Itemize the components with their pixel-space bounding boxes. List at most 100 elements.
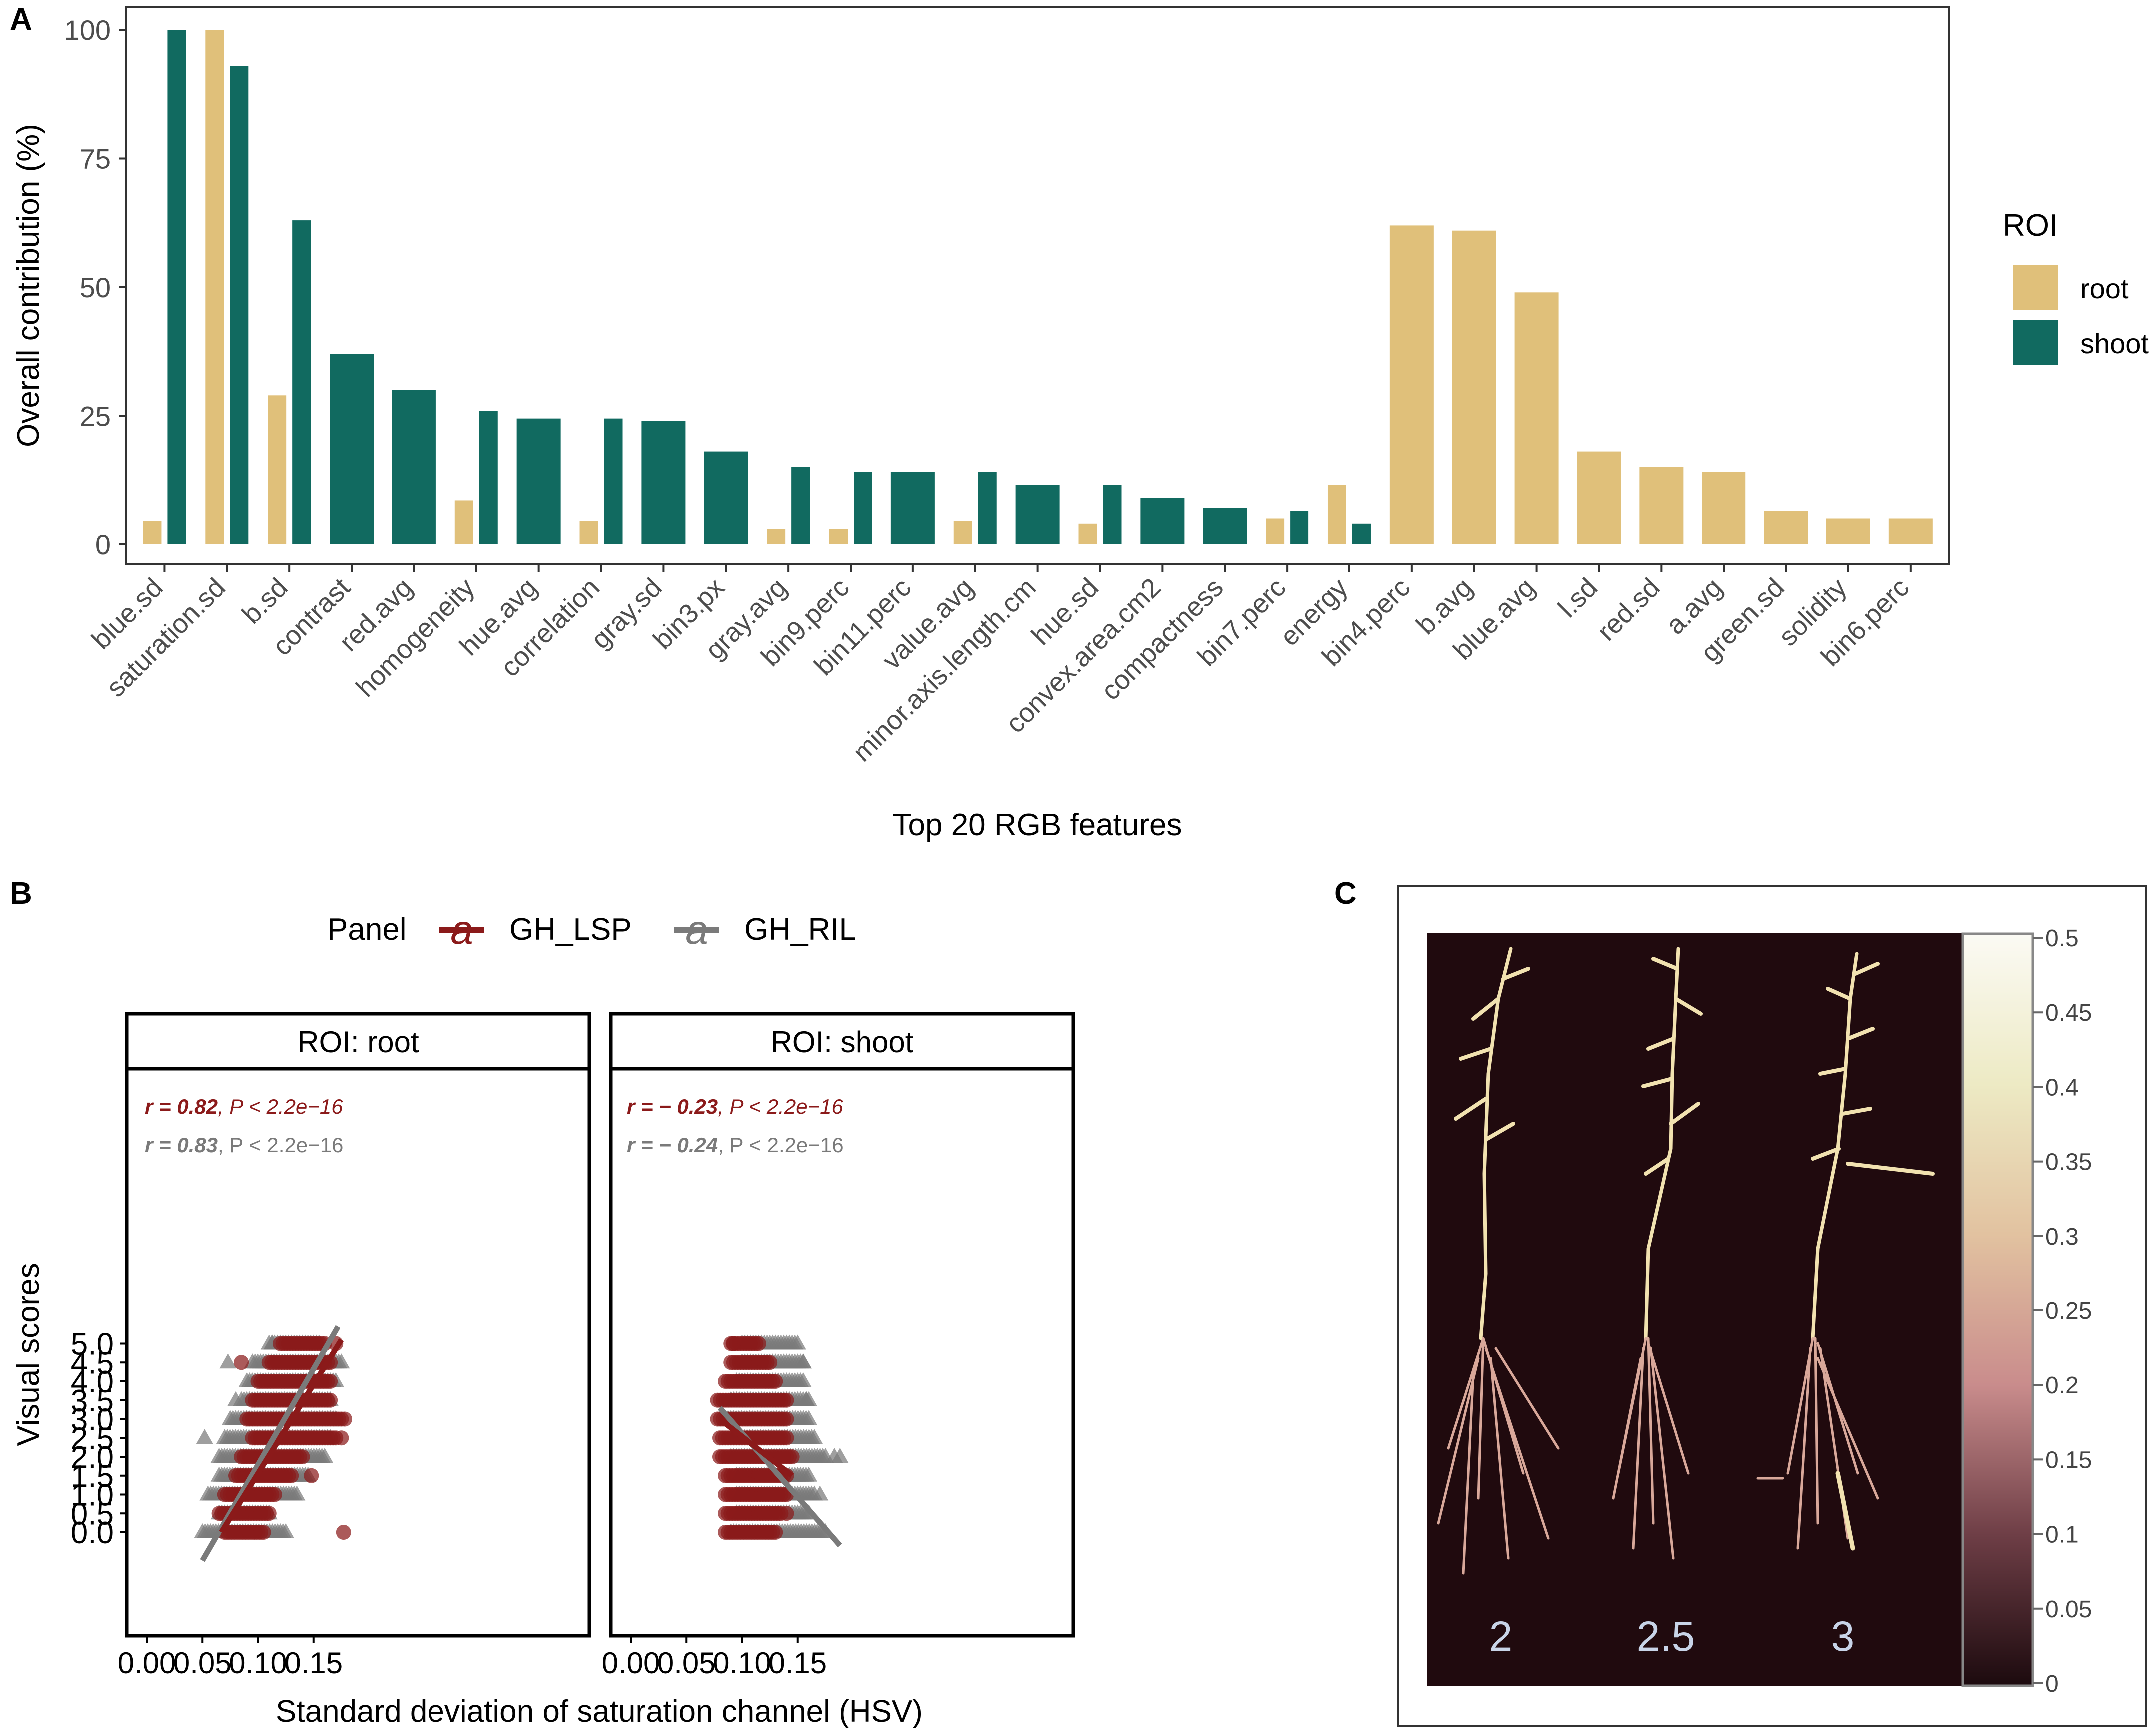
outlier-point <box>334 1430 349 1446</box>
colorbar-tick-label: 0.25 <box>2045 1298 2092 1324</box>
bar-root-red.sd <box>1639 467 1684 544</box>
point-gh-lsp <box>762 1355 778 1370</box>
outlier-point <box>234 1355 249 1370</box>
panel-b-y-axis-title: Visual scores <box>11 1263 46 1446</box>
facet-root-strip-label: ROI: root <box>297 1025 419 1059</box>
bar-shoot-gray.sd <box>641 421 686 544</box>
bar-shoot-energy <box>1352 523 1371 544</box>
bar-shoot-red.avg <box>392 390 436 544</box>
point-gh-lsp <box>779 1430 794 1446</box>
y-tick-label: 25 <box>80 401 111 432</box>
point-gh-lsp <box>256 1525 271 1540</box>
plant-2-5 <box>1612 947 1703 1560</box>
colorbar <box>1961 932 2034 1687</box>
point-gh-lsp <box>751 1336 766 1351</box>
legend-title-panel: Panel <box>327 912 407 947</box>
colorbar-tick-label: 0.05 <box>2045 1596 2092 1623</box>
point-gh-lsp <box>323 1374 338 1389</box>
annotation-r-value: r = 0.82 <box>145 1095 218 1118</box>
bar-shoot-bin3.px <box>704 451 748 544</box>
panel-b-x-axes: 0.000.050.100.15 0.000.050.100.15 <box>118 1636 827 1680</box>
legend-label-gh-ril: GH_RIL <box>744 912 856 947</box>
point-gh-ril <box>800 1466 817 1482</box>
facet-shoot-points <box>710 1334 849 1540</box>
bar-root-solidity <box>1826 518 1870 544</box>
bar-shoot-hue.sd <box>1103 485 1122 544</box>
colorbar-tick-label: 0 <box>2045 1671 2059 1697</box>
colorbar-tick-label: 0.2 <box>2045 1372 2079 1399</box>
annotation-r-value: r = 0.83 <box>145 1133 218 1157</box>
point-gh-ril <box>277 1523 295 1538</box>
panel-b-y-axis: 0.00.51.01.52.02.53.03.54.04.55.0 <box>71 1327 127 1550</box>
point-gh-lsp <box>267 1487 282 1502</box>
y-tick-label: 0.5 <box>71 1497 114 1531</box>
legend-key-gh-ril-glyph: a <box>685 907 708 953</box>
bar-shoot-saturation.sd <box>230 66 249 545</box>
point-gh-lsp <box>295 1449 310 1464</box>
bar-root-energy <box>1327 485 1346 544</box>
panel-a-legend: ROI root shoot <box>2003 208 2149 365</box>
bar-root-homogeneity <box>454 500 473 544</box>
bar-root-hue.sd <box>1078 523 1097 544</box>
bar-root-value.avg <box>953 521 972 544</box>
outlier-point <box>219 1353 237 1369</box>
legend-label-shoot: shoot <box>2080 328 2149 359</box>
colorbar-tick-label: 0.3 <box>2045 1224 2079 1250</box>
bar-root-b.avg <box>1452 230 1496 544</box>
y-tick-label: 75 <box>80 143 111 175</box>
point-gh-lsp <box>323 1392 338 1408</box>
point-gh-ril <box>288 1485 306 1501</box>
colorbar-tick-label: 0.4 <box>2045 1074 2079 1101</box>
colorbar-tick-label: 0.35 <box>2045 1149 2092 1176</box>
svg-text:r = 0.82, P < 2.2e−16: r = 0.82, P < 2.2e−16 <box>145 1095 343 1118</box>
point-gh-ril <box>789 1334 806 1350</box>
y-tick-label: 0 <box>95 529 111 560</box>
colorbar-tick-label: 0.15 <box>2045 1447 2092 1473</box>
y-tick-label: 4.5 <box>71 1346 114 1380</box>
x-tick-label: 0.05 <box>657 1646 716 1680</box>
y-tick-label: 100 <box>64 14 111 46</box>
point-gh-ril <box>806 1429 823 1444</box>
point-gh-lsp <box>284 1468 299 1483</box>
bar-root-bin4.perc <box>1389 225 1434 544</box>
outlier-point <box>798 1391 815 1406</box>
colorbar-tick-label: 0.45 <box>2045 1000 2092 1026</box>
facet-root-annotation-lsp: r = 0.82, P < 2.2e−16 <box>145 1095 343 1118</box>
x-tick-label: 0.00 <box>118 1646 176 1680</box>
bar-shoot-bin11.perc <box>890 472 935 544</box>
x-tick-label: 0.05 <box>173 1646 232 1680</box>
facet-shoot-strip <box>609 1012 1075 1071</box>
x-tick-label: 0.15 <box>284 1646 343 1680</box>
point-gh-lsp <box>768 1374 783 1389</box>
y-tick-label: 2.0 <box>71 1440 114 1475</box>
bar-root-blue.sd <box>143 521 162 544</box>
y-tick-label: 3.5 <box>71 1384 114 1418</box>
bar-shoot-gray.avg <box>791 467 810 544</box>
outlier-point <box>227 1391 244 1406</box>
facet-shoot-strip-label: ROI: shoot <box>771 1025 914 1059</box>
heatmap-image-background <box>1427 933 1963 1686</box>
bar-root-saturation.sd <box>205 30 224 544</box>
y-tick-label: 3.0 <box>71 1403 114 1437</box>
legend-key-shoot <box>2013 320 2058 365</box>
panel-a-bars <box>143 30 1933 545</box>
outlier-point <box>794 1353 812 1369</box>
legend-label-root: root <box>2080 273 2129 304</box>
annotation-p-value: , P < 2.2e−16 <box>718 1095 843 1118</box>
outlier-point <box>196 1429 213 1444</box>
bar-root-l.sd <box>1577 451 1621 544</box>
svg-text:r = − 0.23, P < 2.2e−16: r = − 0.23, P < 2.2e−16 <box>627 1095 843 1118</box>
bar-root-bin9.perc <box>829 529 848 544</box>
bar-root-bin6.perc <box>1888 518 1933 544</box>
facet-shoot-annotation-ril: r = − 0.24, P < 2.2e−16 <box>627 1133 844 1157</box>
panel-b-legend: Panel a GH_LSP a GH_RIL <box>327 907 856 953</box>
bar-shoot-contrast <box>330 354 374 544</box>
facet-root: ROI: root r = 0.82, P < 2.2e−16 r = 0.83… <box>125 1012 591 1638</box>
x-tick-label: 0.10 <box>229 1646 287 1680</box>
plant-3 <box>1756 952 1935 1551</box>
facet-root-annotation-ril: r = 0.83, P < 2.2e−16 <box>145 1133 343 1157</box>
bar-shoot-value.avg <box>978 472 997 544</box>
facet-shoot-fit-lines <box>717 1406 842 1548</box>
y-tick-label: 1.0 <box>71 1478 114 1513</box>
